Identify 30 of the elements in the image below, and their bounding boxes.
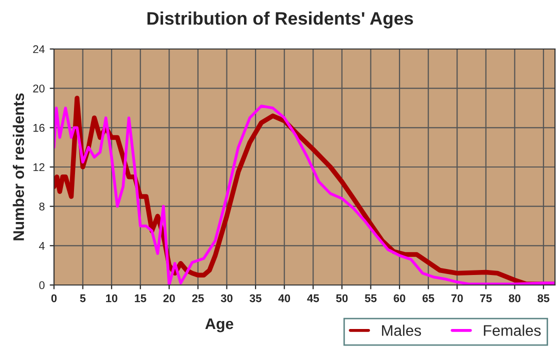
x-tick-label: 80 (508, 294, 520, 302)
x-tick-label: 35 (250, 294, 262, 302)
chart-title: Distribution of Residents' Ages (147, 12, 413, 28)
y-tick-label: 0 (39, 281, 45, 290)
x-tick-label: 60 (394, 294, 406, 302)
x-tick-label: 25 (192, 294, 204, 302)
x-tick-label: 70 (451, 294, 463, 302)
y-tick-label: 8 (39, 202, 44, 210)
y-tick-label: 16 (33, 124, 44, 132)
x-tick-label: 75 (480, 294, 492, 302)
y-tick-label: 4 (39, 242, 45, 250)
y-axis-title: Number of residents (12, 93, 24, 240)
x-tick-label: 5 (80, 294, 86, 302)
y-tick-label: 12 (33, 163, 44, 172)
x-tick-label: 0 (51, 294, 57, 302)
x-axis-title: Age (205, 318, 234, 332)
y-tick-label: 20 (33, 84, 45, 92)
x-tick-label: 20 (163, 294, 175, 302)
x-tick-label: 45 (307, 294, 320, 302)
x-tick-label: 40 (278, 294, 290, 302)
x-tick-label: 10 (106, 294, 118, 302)
legend-label: Females (484, 324, 541, 336)
x-tick-label: 50 (336, 294, 348, 302)
legend-label: Males (382, 324, 422, 336)
x-tick-label: 55 (364, 294, 377, 302)
x-tick-label: 30 (220, 294, 232, 302)
x-tick-label: 85 (538, 294, 550, 302)
x-tick-label: 65 (422, 294, 434, 302)
x-tick-label: 15 (134, 294, 146, 302)
y-tick-label: 24 (33, 45, 45, 54)
